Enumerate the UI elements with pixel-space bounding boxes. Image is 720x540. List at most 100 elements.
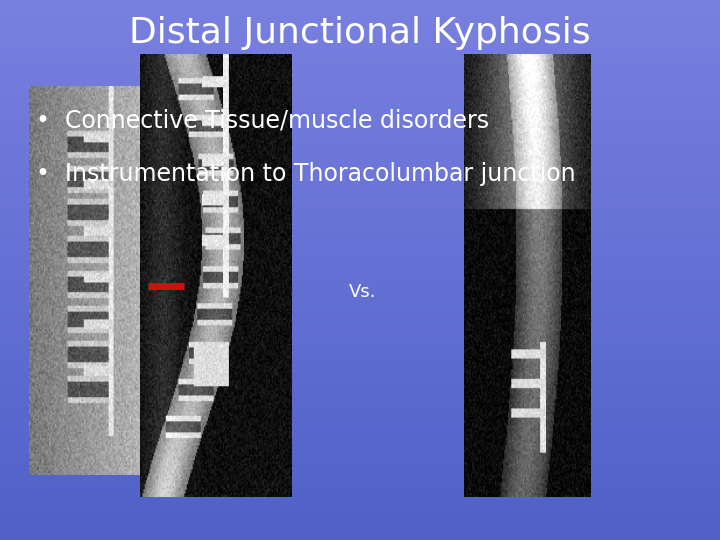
Bar [0,478,720,481]
Bar [0,508,720,510]
Bar [0,467,720,470]
Bar [0,254,720,256]
Bar [0,208,720,211]
Bar [0,402,720,405]
Bar [0,230,720,232]
Bar [0,32,720,35]
Bar [0,394,720,397]
Bar [0,481,720,483]
Bar [0,505,720,508]
Bar [0,535,720,537]
Bar [0,413,720,416]
Bar [0,397,720,400]
Bar [0,154,720,157]
Bar [0,267,720,270]
Bar [0,138,720,140]
Bar [0,470,720,472]
Bar [0,124,720,127]
Bar [0,248,720,251]
Bar [0,84,720,86]
Bar [0,151,720,154]
Bar [0,386,720,389]
Bar [0,0,720,3]
Bar [0,443,720,445]
Bar [0,456,720,459]
Bar [0,140,720,143]
Text: •  Instrumentation to Thoracolumbar junction: • Instrumentation to Thoracolumbar junct… [36,162,575,186]
Bar [0,486,720,489]
Bar [0,521,720,524]
Bar [0,418,720,421]
Bar [0,197,720,200]
Bar [0,497,720,500]
Bar [0,408,720,410]
Bar [0,405,720,408]
Bar [0,8,720,11]
Bar [0,194,720,197]
Bar [0,5,720,8]
Bar [0,483,720,486]
Bar [0,359,720,362]
Bar [0,38,720,40]
Bar [0,286,720,289]
Bar [0,176,720,178]
Bar [0,454,720,456]
Bar [0,251,720,254]
Bar [0,235,720,238]
Bar [0,424,720,427]
Bar [0,192,720,194]
Bar [0,68,720,70]
Bar [0,421,720,424]
Bar [0,70,720,73]
Bar [0,200,720,202]
Bar [0,462,720,464]
Bar [0,14,720,16]
Bar [0,16,720,19]
Bar [0,135,720,138]
Bar [0,381,720,383]
Bar [0,537,720,540]
Bar [0,464,720,467]
Bar [0,27,720,30]
Bar [0,392,720,394]
Bar [0,526,720,529]
Bar [0,383,720,386]
Bar [0,370,720,373]
Bar [0,294,720,297]
Bar [0,103,720,105]
Bar [0,338,720,340]
Bar [0,305,720,308]
Bar [0,189,720,192]
Bar [0,346,720,348]
Bar [0,432,720,435]
Bar [0,510,720,513]
Bar [0,54,720,57]
Bar [0,243,720,246]
Bar [0,343,720,346]
Bar [0,273,720,275]
Bar [0,516,720,518]
Bar [0,22,720,24]
Bar [0,227,720,229]
Text: •  Connective Tissue/muscle disorders: • Connective Tissue/muscle disorders [36,108,489,132]
Bar [0,373,720,375]
Bar [0,327,720,329]
Bar [0,246,720,248]
Bar [0,335,720,338]
Bar [0,367,720,370]
Bar [0,73,720,76]
Bar [0,362,720,364]
Bar [0,256,720,259]
Bar [0,513,720,516]
Bar [0,356,720,359]
Bar [0,302,720,305]
Bar [0,59,720,62]
Bar [0,300,720,302]
Bar [0,351,720,354]
Bar [0,491,720,494]
Bar [0,211,720,213]
Bar [0,340,720,343]
Bar [0,119,720,122]
Bar [0,319,720,321]
Bar [0,435,720,437]
